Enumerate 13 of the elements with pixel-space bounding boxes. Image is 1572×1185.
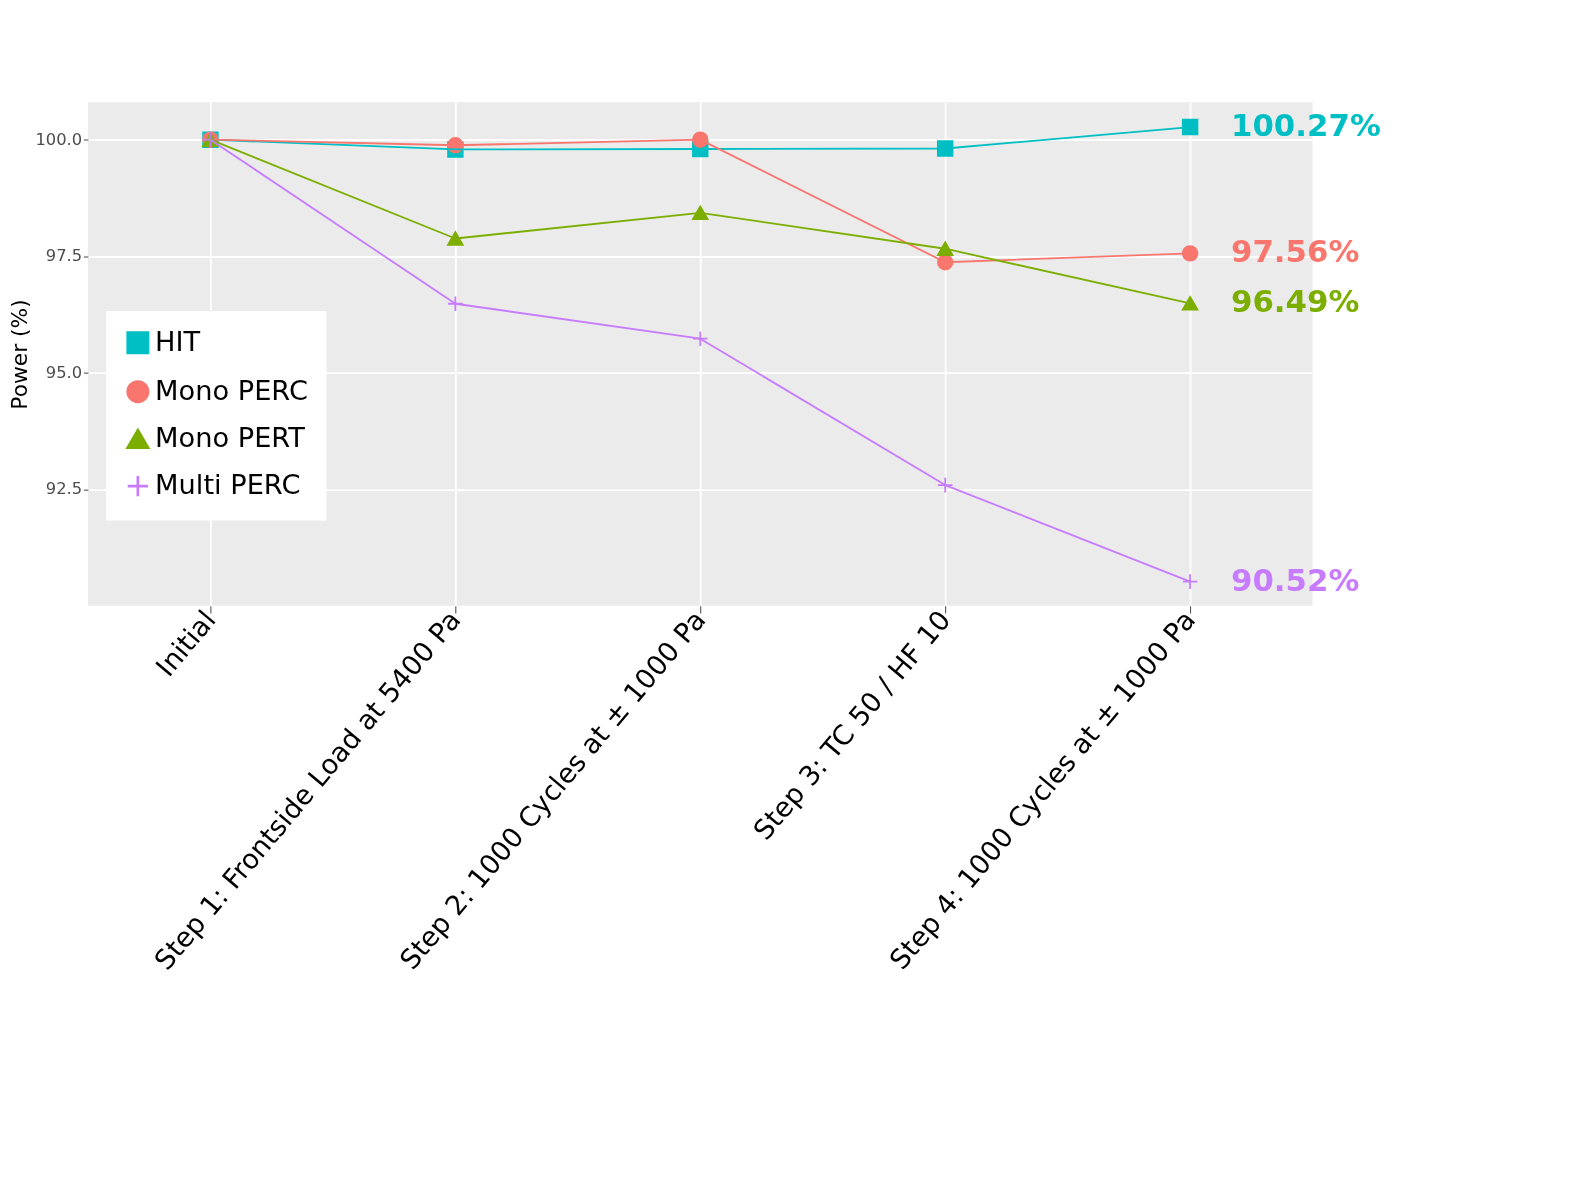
legend-label: Mono PERT xyxy=(155,422,306,454)
data-label: 100.27% xyxy=(1230,107,1381,144)
y-tick-label: 100.0 xyxy=(35,129,83,149)
legend-label: Multi PERC xyxy=(155,469,301,501)
y-tick-label: 97.5 xyxy=(45,246,83,266)
legend-label: HIT xyxy=(155,325,201,357)
y-tick-label: 92.5 xyxy=(45,479,83,499)
data-label: 97.56% xyxy=(1230,233,1360,270)
legend-label: Mono PERC xyxy=(155,374,308,406)
y-tick-label: 95.0 xyxy=(45,362,83,382)
data-label: 96.49% xyxy=(1230,283,1360,320)
y-axis-title: Power (%) xyxy=(7,299,33,410)
data-label: 90.52% xyxy=(1230,561,1360,598)
